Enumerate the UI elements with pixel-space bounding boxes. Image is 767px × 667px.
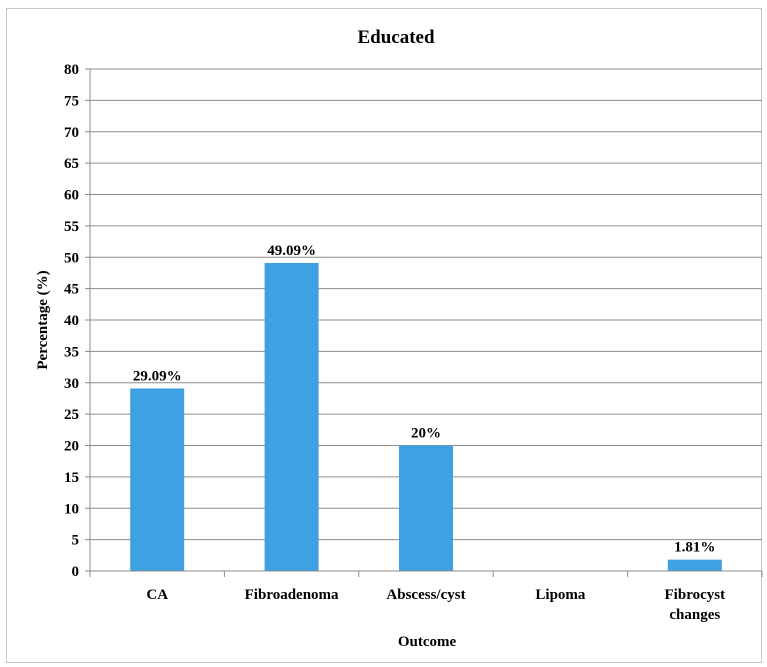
y-tick-label: 50 <box>64 250 79 266</box>
y-tick-label: 70 <box>64 125 79 141</box>
data-labels: 29.09% 49.09% 20% 1.81% <box>133 243 716 556</box>
x-axis-categories: CA Fibroadenoma Abscess/cyst Lipoma Fibrocys… <box>89 571 763 623</box>
bar <box>399 445 453 571</box>
y-tick-label: 40 <box>64 313 79 329</box>
y-tick-label: 55 <box>64 219 79 235</box>
x-category-label: Abscess/cyst <box>386 587 465 603</box>
y-axis-label: Percentage (%) <box>35 270 51 369</box>
y-tick-label: 35 <box>64 344 79 360</box>
y-tick-label: 65 <box>64 156 79 172</box>
gridlines <box>90 68 762 541</box>
y-tick-label: 10 <box>64 501 79 517</box>
y-axis-ticks: 0 5 10 15 20 25 30 35 40 45 50 55 60 65 70 75 80 <box>64 62 90 580</box>
x-category-label: Lipoma <box>535 587 586 603</box>
y-tick-label: 5 <box>72 533 80 549</box>
x-category-label: Fibroadenoma <box>245 587 339 603</box>
y-tick-label: 25 <box>64 407 79 423</box>
y-tick-label: 15 <box>64 470 79 486</box>
data-label: 49.09% <box>267 243 316 259</box>
y-tick-label: 20 <box>64 439 79 455</box>
x-category-label: Fibrocyst changes <box>665 587 726 623</box>
data-label: 1.81% <box>674 540 715 556</box>
y-tick-label: 80 <box>64 62 79 78</box>
data-label: 20% <box>411 426 441 442</box>
y-tick-label: 30 <box>64 376 79 392</box>
y-tick-label: 45 <box>64 282 79 298</box>
x-axis-label: Outcome <box>398 634 457 650</box>
bars <box>130 262 722 571</box>
chart-title: Educated <box>357 27 435 48</box>
y-tick-label: 60 <box>64 188 79 204</box>
bar <box>667 559 722 571</box>
data-label: 29.09% <box>133 368 182 384</box>
y-tick-label: 0 <box>72 564 80 580</box>
bar <box>264 262 319 571</box>
x-category-label: CA <box>146 587 168 603</box>
y-tick-label: 75 <box>64 93 79 109</box>
bar <box>130 388 185 571</box>
